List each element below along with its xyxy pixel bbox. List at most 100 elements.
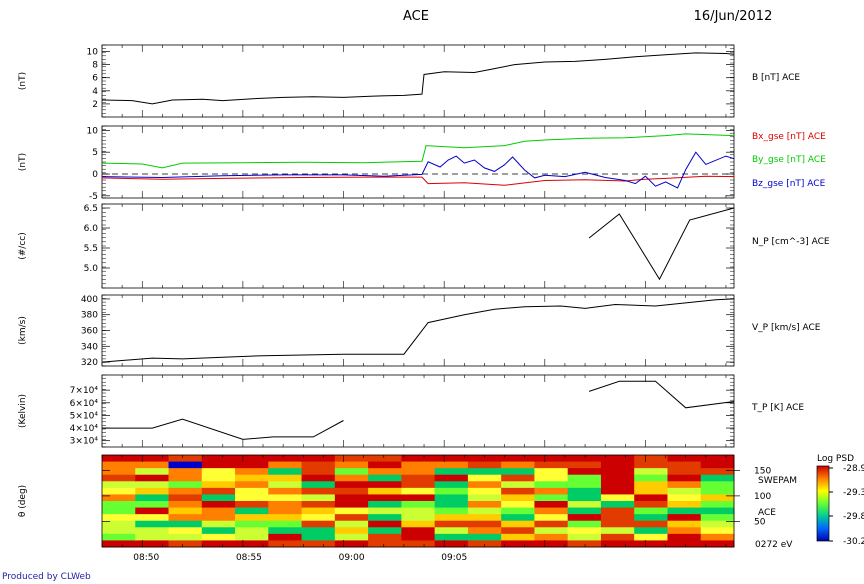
series-label: V_P [km/s] ACE [752,323,821,333]
heatmap-cell [235,468,269,476]
footer-credit: Produced by CLWeb [2,572,91,582]
heatmap-cell [401,487,436,495]
heatmap-cell [467,494,502,502]
series-label: N_P [cm^-3] ACE [752,237,830,247]
heatmap-cell [534,481,569,489]
y-axis-label: (nT) [18,153,28,171]
heatmap-cell [301,533,336,541]
heatmap-cell [534,507,569,515]
heatmap-cell [700,455,735,463]
heatmap-cell [501,494,535,502]
heatmap-cell [334,461,369,469]
heatmap-cell [368,461,402,469]
heatmap-cell [501,514,535,522]
heatmap-cell [268,494,303,502]
heatmap-cell [501,468,535,476]
colorbar-tick-label: -30.2 [843,537,864,547]
heatmap-cell [634,514,668,522]
heatmap-cell [201,527,236,535]
heatmap-cell [235,501,269,509]
heatmap-cell [501,455,535,463]
heatmap-cell [534,533,569,541]
ytick-label: 380 [81,311,98,321]
heatmap-cell [634,461,668,469]
heatmap-cell [135,468,170,476]
heatmap-cell [467,487,502,495]
heatmap-cell [501,501,535,509]
heatmap-cell [700,481,735,489]
heatmap-cell [301,487,336,495]
heatmap-cell [700,474,735,482]
heatmap-cell [235,520,269,528]
heatmap-cell [634,481,668,489]
heatmap-cell [634,487,668,495]
heatmap-cell [135,474,170,482]
ytick-label: 340 [81,342,98,352]
heatmap-cell [567,461,602,469]
heatmap-cell [168,514,203,522]
heatmap-cell [135,507,170,515]
heatmap-cell [634,527,668,535]
heatmap-cell [135,533,170,541]
heatmap-cell [534,474,569,482]
heatmap-cell [168,487,203,495]
heatmap-cell [201,533,236,541]
heatmap-cell [667,507,702,515]
heatmap-cell [401,514,436,522]
heatmap-cell [135,520,170,528]
heatmap-cell [667,501,702,509]
x-tick-label: 08:50 [133,553,159,563]
right-label: SWEPAM [758,476,797,486]
heatmap-cell [102,533,136,541]
heatmap-cell [235,487,269,495]
heatmap-cell [534,540,569,548]
heatmap-cell [268,474,303,482]
series-line [101,151,735,189]
heatmap-cell [667,520,702,528]
heatmap-cell [667,481,702,489]
heatmap-cell [235,533,269,541]
panel-1: 2 4 6 8 10 (nT) B [nT] ACE [18,44,800,118]
series-line [101,133,735,169]
heatmap-cell [667,468,702,476]
heatmap-cell [368,468,402,476]
heatmap-cell [467,455,502,463]
ytick-label: 6×10⁴ [70,399,99,409]
heatmap-cell [301,455,336,463]
heatmap-cell [168,507,203,515]
heatmap-cell [600,461,635,469]
heatmap-cell [201,481,236,489]
heatmap-cell [168,474,203,482]
heatmap-cell [334,474,369,482]
heatmap-cell [135,514,170,522]
heatmap-cell [401,540,436,548]
heatmap-cell [102,494,136,502]
heatmap-cell [467,468,502,476]
heatmap-cell [334,540,369,548]
ytick-label: 7×10⁴ [70,386,99,396]
ytick-label: 4 [92,87,98,97]
panel-6: Log PSD-28.9 -29.3 -29.8 -30.2 SWEPAM ACE 0272… [18,454,864,550]
heatmap-cell [467,461,502,469]
heatmap-cell [600,520,635,528]
heatmap-cell [368,455,402,463]
heatmap-cell [102,455,136,463]
heatmap-cell [567,501,602,509]
heatmap-cell [434,461,469,469]
heatmap-cell [467,527,502,535]
heatmap-cell [434,507,469,515]
heatmap-cell [268,514,303,522]
panel-4: 320 340 360 380 400 (km/s) V_P [km/s] ACE [18,294,821,368]
heatmap-cell [201,487,236,495]
heatmap-cell [334,494,369,502]
heatmap-cell [401,494,436,502]
heatmap-cell [102,487,136,495]
heatmap-cell [168,481,203,489]
heatmap-cell [700,501,735,509]
heatmap-cell [467,501,502,509]
y-axis-label: (#/cc) [18,232,28,260]
heatmap-cell [634,533,668,541]
heatmap-cell [667,533,702,541]
heatmap-cell [600,474,635,482]
